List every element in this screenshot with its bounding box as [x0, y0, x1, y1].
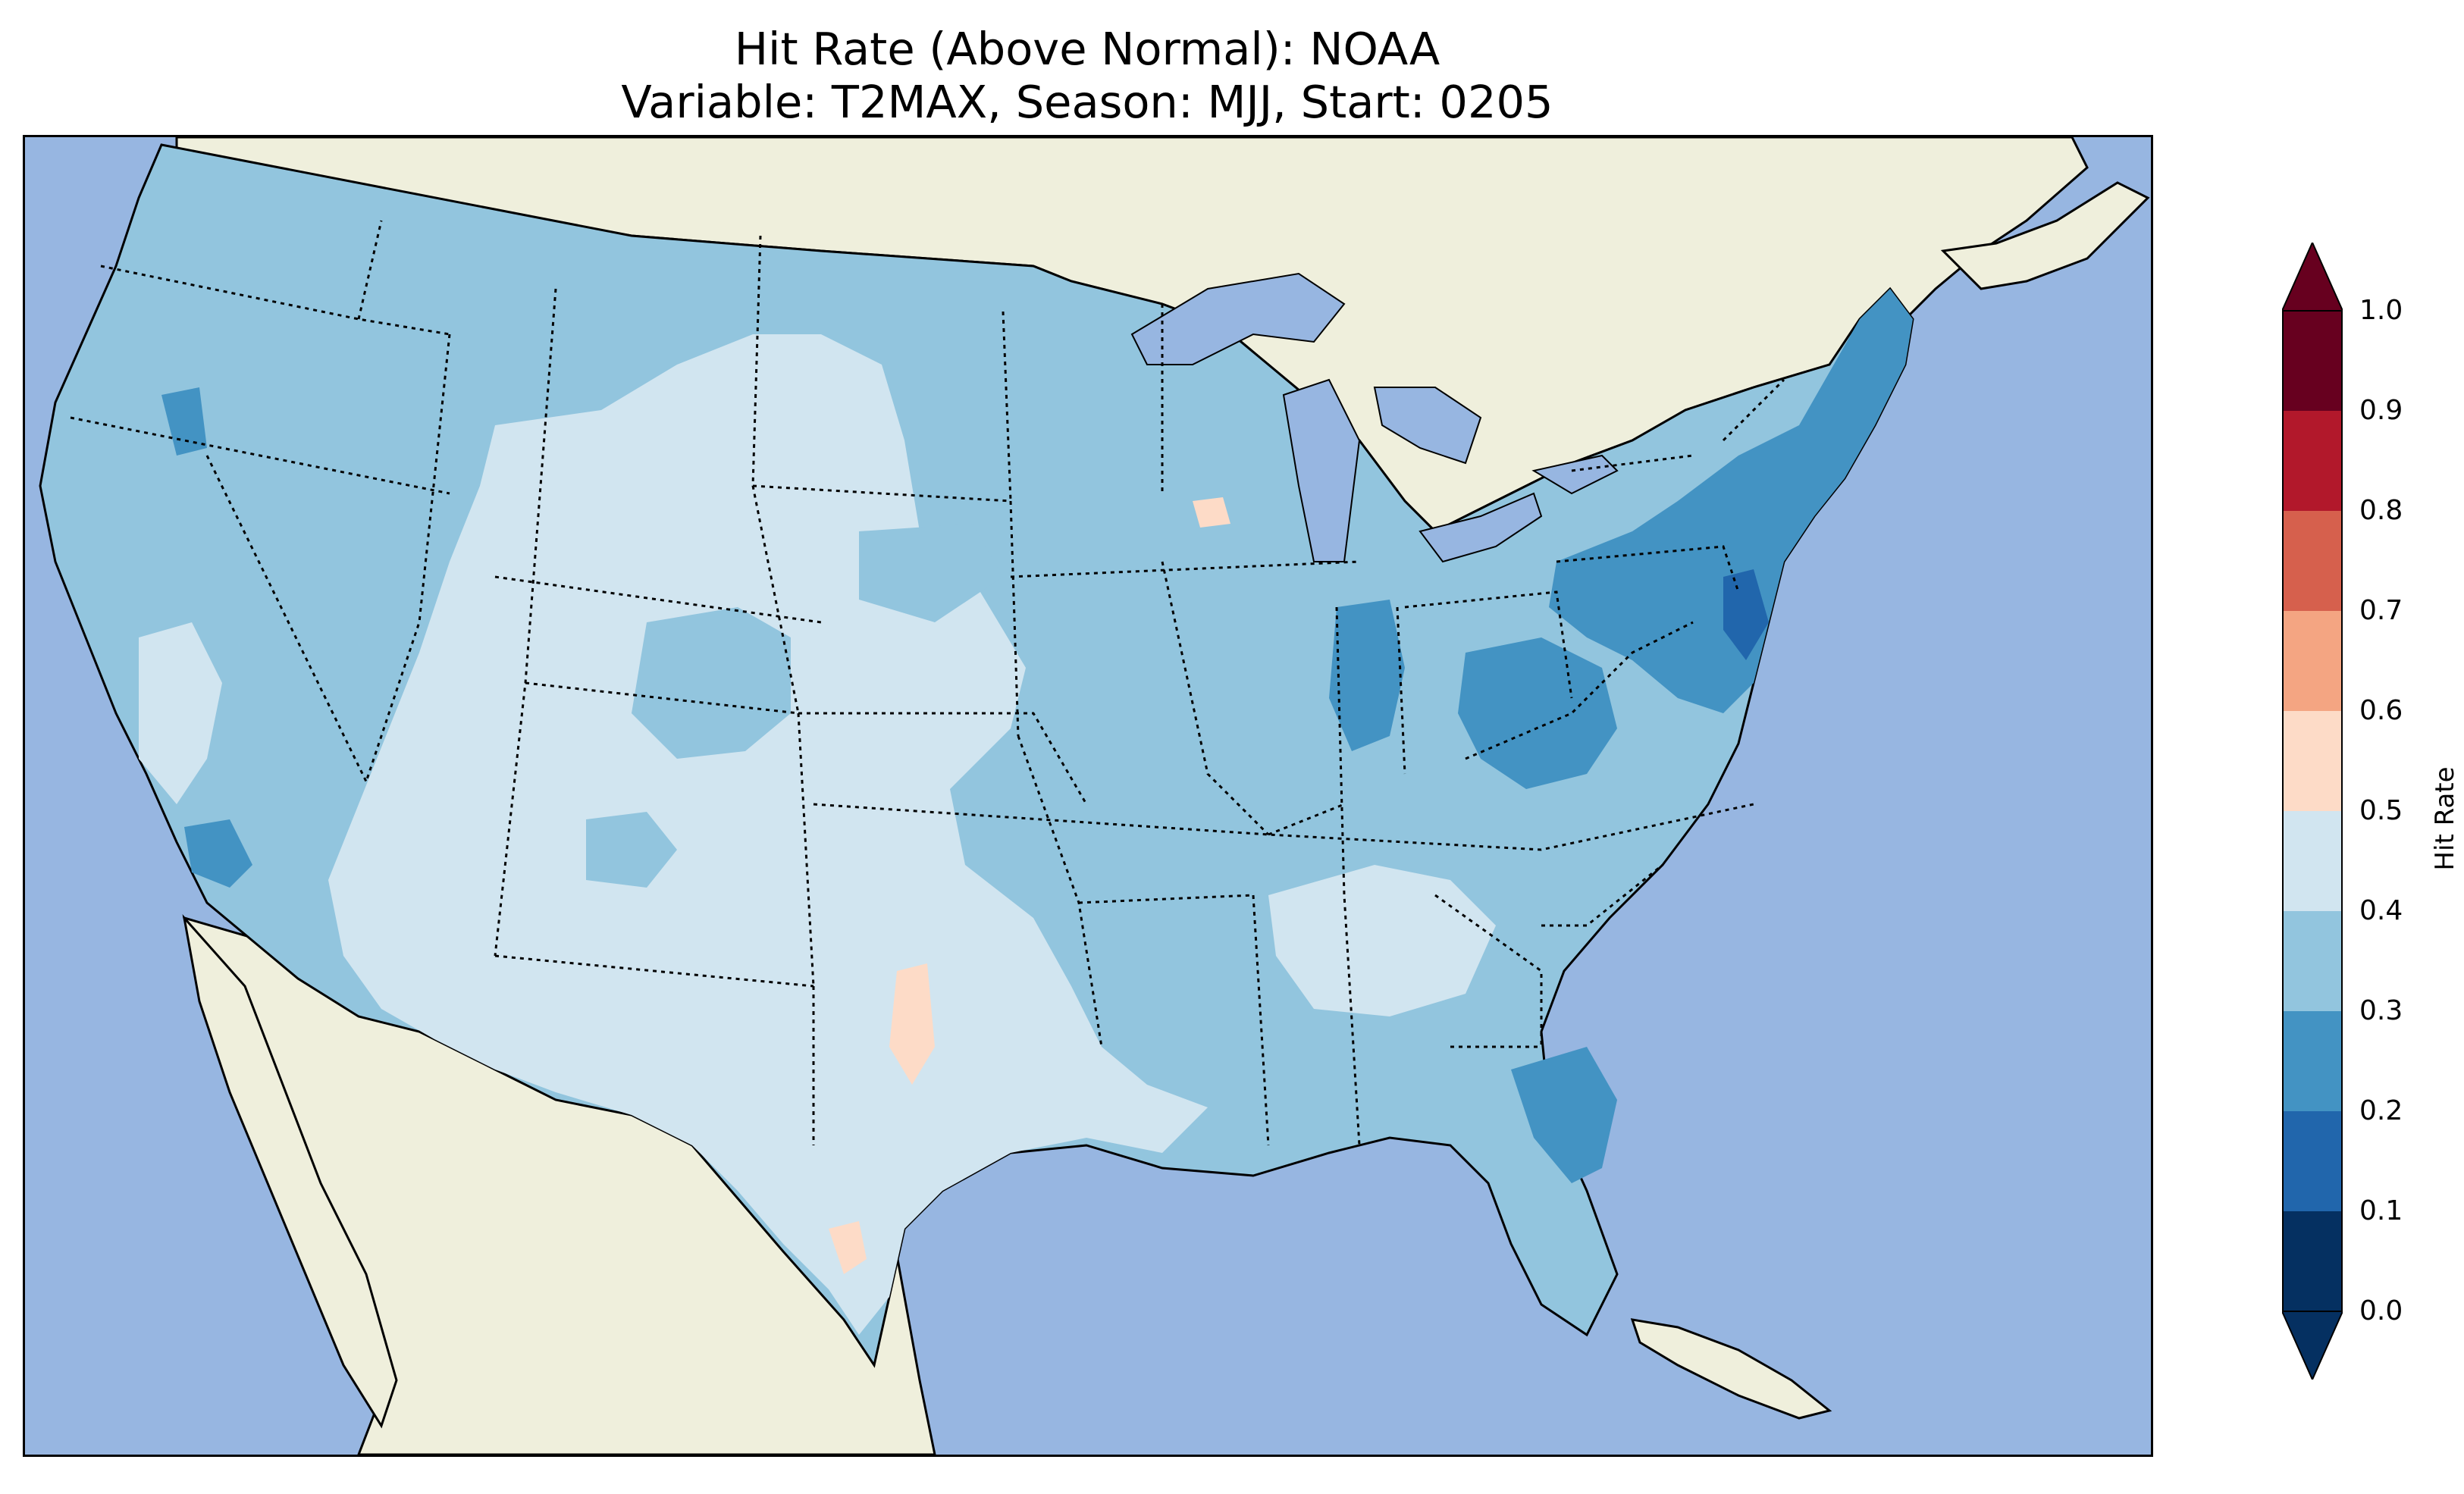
colorbar-bin	[2283, 1011, 2342, 1111]
colorbar-bin	[2283, 311, 2342, 411]
chart-title: Hit Rate (Above Normal): NOAA Variable: …	[21, 23, 2153, 129]
colorbar	[2282, 243, 2343, 1380]
colorbar-bin	[2283, 1111, 2342, 1211]
colorbar-bin	[2283, 411, 2342, 511]
region-georgia-florida	[1511, 1047, 1617, 1183]
map-area	[23, 135, 2153, 1457]
title-line-1: Hit Rate (Above Normal): NOAA	[734, 23, 1440, 75]
region-indiana	[1329, 600, 1405, 751]
region-ohio-valley	[1458, 637, 1617, 789]
region-wisconsin	[1193, 497, 1230, 528]
colorbar-tick-label: 0.1	[2359, 1195, 2403, 1226]
colorbar-tick-label: 0.8	[2359, 495, 2403, 526]
title-line-2: Variable: T2MAX, Season: MJJ, Start: 020…	[621, 76, 1553, 128]
colorbar-bin	[2283, 911, 2342, 1011]
region-ca-patch	[139, 622, 222, 804]
colorbar-tick-label: 0.6	[2359, 695, 2403, 726]
colorbar-bin	[2283, 611, 2342, 711]
colorbar-under-arrow	[2282, 1311, 2343, 1380]
cuba-land	[1630, 1318, 1832, 1420]
baja-land	[182, 914, 398, 1429]
colorbar-tick-label: 0.9	[2359, 395, 2403, 426]
region-northeast	[1549, 289, 1913, 713]
region-alabama-patch	[1268, 865, 1496, 1016]
colorbar-bin	[2283, 511, 2342, 611]
region-wa-coast	[161, 387, 207, 456]
region-sd-patch	[859, 524, 1003, 622]
colorbar-bin	[2283, 1211, 2342, 1311]
colorbar-tick-label: 0.7	[2359, 595, 2403, 626]
colorbar-label: Hit Rate	[2430, 766, 2460, 871]
region-nm-patch	[586, 812, 677, 888]
maritimes-land	[1940, 181, 2150, 290]
region-new-jersey	[1723, 569, 1769, 660]
colorbar-bins	[2283, 311, 2342, 1311]
colorbar-tick-label: 0.4	[2359, 895, 2403, 926]
colorbar-tick-label: 0.0	[2359, 1295, 2403, 1326]
map-canvas	[25, 137, 2151, 1455]
colorbar-outline	[2282, 310, 2343, 1312]
region-west-texas	[829, 1221, 867, 1274]
colorbar-tick-label: 0.2	[2359, 1095, 2403, 1126]
region-socal	[184, 819, 252, 888]
colorbar-bin	[2283, 811, 2342, 911]
region-colorado-patch	[632, 607, 791, 759]
region-texas-panhandle	[889, 963, 935, 1085]
colorbar-tick-label: 0.5	[2359, 795, 2403, 826]
colorbar-tick-label: 1.0	[2359, 295, 2403, 326]
colorbar-bin	[2283, 711, 2342, 811]
state-borders	[70, 220, 1785, 1146]
colorbar-over-arrow	[2282, 243, 2343, 312]
colorbar-tick-label: 0.3	[2359, 995, 2403, 1026]
